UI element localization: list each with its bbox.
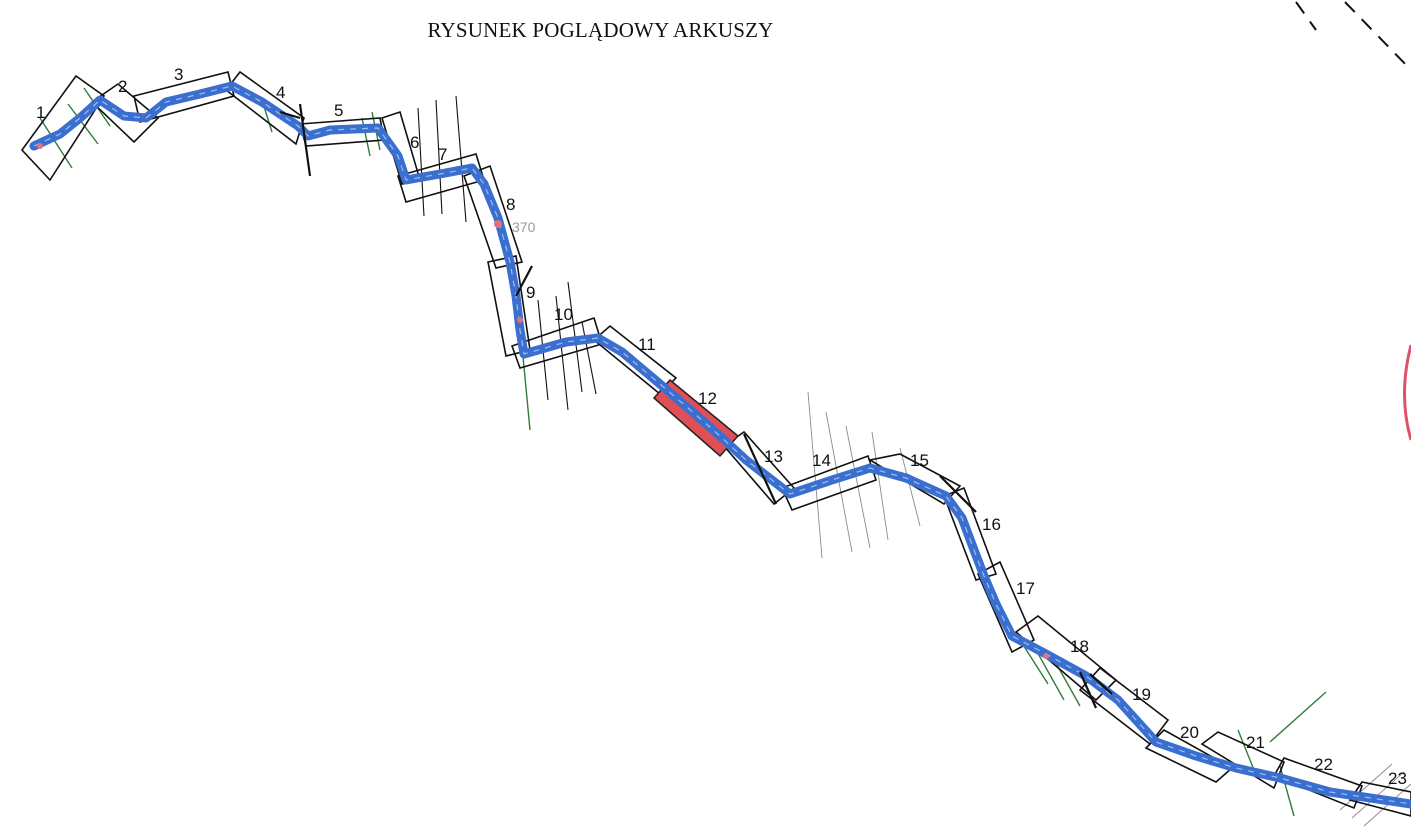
cross-section-ticks [39,87,1411,827]
station-marker [517,317,523,323]
route-centerline [33,85,1411,805]
sheet-label: 10 [554,305,573,324]
sheet-label: 19 [1132,685,1151,704]
cross-section-tick [899,447,921,527]
sheet-label: 3 [174,65,183,84]
station-marker [494,220,502,228]
sheet-cut-line [279,110,301,120]
cross-section-tick [1237,729,1255,771]
sheet-number-labels: 1 2 3 4 5 6 7 8 9 10 11 12 13 14 15 16 1… [36,65,1407,788]
sheet-cut-line [298,103,312,177]
sheet-label: 13 [764,447,783,466]
sheet-label: 8 [506,195,515,214]
sheet-cut-lines [279,103,1113,709]
cross-section-tick [555,295,569,411]
cross-section-tick [1279,765,1295,817]
sheet-label: 11 [638,335,656,354]
sheet-label: 14 [812,451,831,470]
station-marker [1043,653,1049,659]
map-title: RYSUNEK POGLĄDOWY ARKUSZY [427,18,774,42]
cross-section-tick [581,321,597,395]
station-marks [37,143,1049,659]
sheet-label: 9 [526,283,535,302]
sheet-label: 4 [276,83,285,102]
sheet-label: 6 [410,133,419,152]
cross-section-tick [417,107,425,217]
sheet-frame[interactable] [90,82,160,144]
cross-section-tick [39,117,73,169]
sheet-label: 16 [982,515,1001,534]
cross-section-tick [1035,649,1065,701]
sheet-frame[interactable] [20,74,106,182]
sheet-label: 12 [698,389,717,408]
sheet-frame[interactable] [1078,666,1170,746]
sheet-frame[interactable] [592,324,678,396]
sheet-frame[interactable] [780,454,878,512]
cross-section-tick [1339,763,1393,811]
boundary-dashed-line [1295,1,1317,31]
sheet-cut-line [939,475,977,513]
chainage-label: 370 [512,219,536,235]
sheet-cut-line [515,265,533,297]
boundary-circle-arc [1403,344,1411,441]
sheet-frame[interactable] [867,453,962,506]
cross-section-tick [67,103,99,145]
sheet-label: 5 [334,101,343,120]
cross-section-tick [435,99,443,215]
sheet-label: 18 [1070,637,1089,656]
sheet-label: 7 [438,145,447,164]
sheet-label: 23 [1388,769,1407,788]
sheet-label: 21 [1246,733,1265,752]
sheet-frame[interactable] [462,164,524,269]
sheet-cut-line [1078,671,1098,709]
boundary-dashed-line [1344,1,1411,71]
cross-section-tick [361,117,371,157]
sheet-frame[interactable] [942,486,998,581]
cross-section-tick [1269,691,1327,743]
sheet-cut-line [1089,673,1113,695]
sheet-frame[interactable] [1348,781,1411,817]
sheet-label: 2 [118,77,127,96]
sheet-label: 1 [36,103,45,122]
cross-section-tick [871,431,889,541]
sheet-label: 15 [910,451,929,470]
sheet-frame[interactable] [1272,757,1364,810]
sheet-label: 22 [1314,755,1333,774]
sheet-frame[interactable] [976,560,1036,654]
sheet-label: 20 [1180,723,1199,742]
station-marker [37,143,43,149]
sheet-label: 17 [1016,579,1035,598]
sheet-frame[interactable] [224,70,305,146]
sheet-cut-line [742,433,778,505]
